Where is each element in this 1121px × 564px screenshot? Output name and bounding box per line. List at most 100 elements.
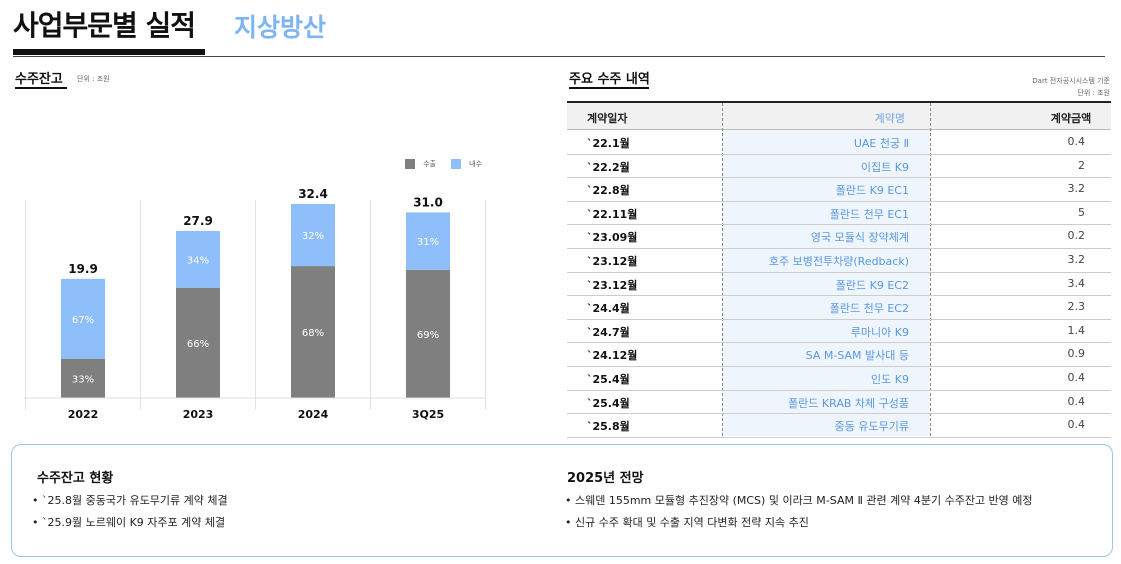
bar-segment-export — [406, 269, 450, 398]
contract-name-cell: 폴란드 천무 EC2 — [829, 302, 909, 316]
backlog-stacked-bar-chart: 33% 67% 19.9 2022 66% 34% 27.9 2023 68% 32% 32.4 20… — [24, 187, 486, 421]
contract-amount-cell: 5 — [1078, 205, 1085, 219]
contract-date-cell: `25.8월 — [587, 420, 630, 434]
legend-swatch-export — [405, 158, 415, 169]
column-divider — [930, 103, 931, 436]
contract-amount-cell: 0.4 — [1067, 394, 1086, 408]
contract-date-cell: `24.12월 — [587, 349, 638, 363]
table-top-rule — [567, 101, 1111, 103]
contract-date-cell: `22.2월 — [587, 160, 630, 174]
contract-amount-cell: 3.4 — [1067, 276, 1086, 290]
table-row: `24.4월 폴란드 천무 EC2 2.3 — [567, 295, 1111, 320]
contract-name-cell: 폴란드 K9 EC2 — [835, 278, 909, 292]
bar-segment-export — [61, 358, 105, 398]
legend-label-domestic: 내수 — [469, 159, 483, 168]
backlog-title-underline — [15, 87, 67, 89]
backlog-section-title: 수주잔고 — [15, 72, 63, 87]
summary-box: 수주잔고 현황 • `25.8월 중동국가 유도무기류 계약 체결 • `25.… — [11, 444, 1113, 557]
summary-right-bullet: • 스웨덴 155mm 모듈형 추진장약 (MCS) 및 이라크 M-SAM Ⅱ… — [565, 494, 1033, 507]
category-tick-label: 2023 — [183, 408, 214, 421]
contract-name-cell: 영국 모듈식 장약체계 — [810, 231, 909, 245]
table-row: `22.1월 UAE 천궁 Ⅱ 0.4 — [567, 130, 1111, 155]
contract-name-cell: SA M-SAM 발사대 등 — [805, 349, 909, 363]
contract-name-cell: 중동 유도무기류 — [834, 420, 909, 434]
contract-amount-cell: 0.9 — [1067, 347, 1086, 361]
summary-left-title: 수주잔고 현황 — [37, 471, 114, 486]
contract-date-cell: `22.1월 — [587, 137, 630, 150]
bar-segment-domestic — [406, 212, 450, 270]
summary-right-title: 2025년 전망 — [567, 471, 644, 486]
category-tick-label: 2022 — [68, 408, 99, 421]
table-row: `23.12월 폴란드 K9 EC2 3.4 — [567, 272, 1111, 297]
data-label-export: 33% — [72, 374, 94, 385]
orders-section-title: 주요 수주 내역 — [569, 72, 650, 87]
title-divider — [13, 56, 1105, 57]
category-tick-label: 3Q25 — [412, 408, 444, 421]
summary-right-bullet: • 신규 수주 확대 및 수출 지역 다변화 전략 지속 추진 — [565, 516, 809, 529]
contract-name-cell: 폴란드 K9 EC1 — [835, 184, 909, 198]
table-row: `25.4월 폴란드 KRAB 차체 구성품 0.4 — [567, 390, 1111, 415]
category-tick-label: 2024 — [298, 408, 329, 421]
table-row: `22.11월 폴란드 천무 EC1 5 — [567, 201, 1111, 226]
data-label-export: 66% — [187, 339, 209, 350]
contract-name-cell: 호주 보병전투차량(Redback) — [768, 255, 909, 268]
contract-name-cell: 폴란드 KRAB 차체 구성품 — [788, 396, 909, 410]
contract-date-cell: `23.09월 — [587, 231, 638, 245]
name-column-highlight — [722, 103, 930, 436]
column-divider — [722, 103, 723, 436]
bar-segment-domestic — [291, 204, 335, 267]
col-header-name: 계약명 — [874, 112, 905, 125]
contract-date-cell: `23.12월 — [587, 255, 638, 268]
contract-amount-cell: 3.2 — [1067, 253, 1086, 266]
data-label-domestic: 31% — [417, 237, 439, 248]
contract-amount-cell: 2.3 — [1067, 300, 1086, 314]
contract-name-cell: 인도 K9 — [871, 373, 909, 386]
summary-left-bullet: • `25.9월 노르웨이 K9 자주포 계약 체결 — [32, 516, 226, 529]
bar-segment-domestic — [176, 230, 220, 288]
contract-amount-cell: 1.4 — [1067, 323, 1086, 337]
summary-left-bullet: • `25.8월 중동국가 유도무기류 계약 체결 — [32, 494, 228, 507]
data-label-domestic: 67% — [72, 315, 94, 326]
page-subtitle: 지상방산 — [234, 13, 327, 42]
page-title: 사업부문별 실적 — [13, 9, 196, 42]
chart-legend: 수출 내수 — [405, 153, 482, 172]
orders-unit: 단위 : 조원 — [1077, 89, 1110, 97]
data-label-export: 68% — [302, 328, 324, 339]
contract-date-cell: `25.4월 — [587, 373, 630, 386]
contract-date-cell: `22.11월 — [587, 207, 638, 221]
contract-amount-cell: 0.4 — [1067, 371, 1086, 384]
total-label: 32.4 — [298, 187, 328, 201]
contract-amount-cell: 0.4 — [1067, 418, 1086, 432]
contract-date-cell: `25.4월 — [587, 396, 630, 410]
total-label: 27.9 — [183, 214, 213, 228]
col-header-date: 계약일자 — [587, 112, 628, 125]
contract-date-cell: `22.8월 — [587, 184, 630, 198]
contract-name-cell: 이집트 K9 — [860, 160, 909, 174]
table-header: 계약일자 계약명 계약금액 — [567, 103, 1111, 130]
table-row: `23.09월 영국 모듈식 장약체계 0.2 — [567, 224, 1111, 249]
contract-date-cell: `24.7월 — [587, 325, 630, 339]
total-label: 19.9 — [68, 262, 98, 276]
data-label-domestic: 34% — [187, 255, 209, 266]
contract-name-cell: UAE 천궁 Ⅱ — [853, 137, 909, 150]
table-row: `22.2월 이집트 K9 2 — [567, 154, 1111, 179]
orders-table: 계약일자 계약명 계약금액 `22.1월 UAE 천궁 Ⅱ 0.4 `22.2월 이집트… — [567, 101, 1111, 438]
table-row: `24.12월 SA M-SAM 발사대 등 0.9 — [567, 342, 1111, 367]
contract-date-cell: `24.4월 — [587, 302, 630, 316]
backlog-unit: 단위 : 조원 — [77, 75, 110, 83]
table-row: `24.7월 루마니아 K9 1.4 — [567, 319, 1111, 344]
legend-swatch-domestic — [451, 158, 462, 169]
contract-amount-cell: 3.2 — [1067, 182, 1086, 196]
contract-amount-cell: 2 — [1078, 158, 1085, 172]
contract-name-cell: 폴란드 천무 EC1 — [829, 207, 909, 221]
contract-name-cell: 루마니아 K9 — [850, 325, 909, 339]
data-label-export: 69% — [417, 330, 439, 341]
table-row: `25.4월 인도 K9 0.4 — [567, 366, 1111, 391]
bar-segment-export — [176, 287, 220, 398]
contract-amount-cell: 0.2 — [1067, 229, 1086, 243]
legend-label-export: 수출 — [423, 159, 436, 168]
orders-source: Dart 전자공시시스템 기준 — [1032, 77, 1110, 85]
contract-date-cell: `23.12월 — [587, 278, 638, 292]
col-header-amount: 계약금액 — [1050, 112, 1092, 125]
data-label-domestic: 32% — [302, 231, 324, 242]
